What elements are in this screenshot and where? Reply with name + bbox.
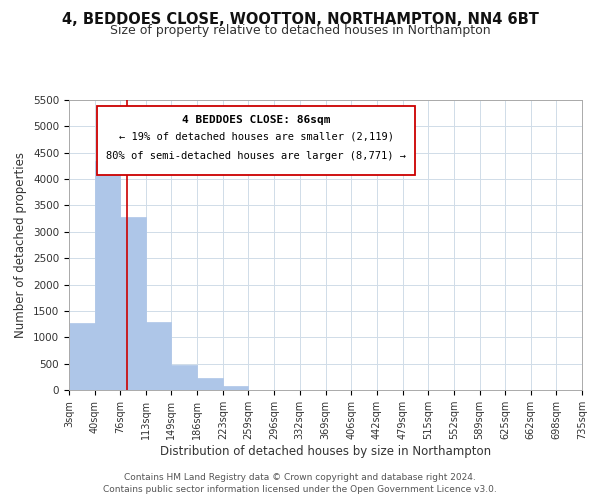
Bar bbox=[69, 323, 95, 390]
Bar bbox=[146, 322, 172, 390]
Y-axis label: Number of detached properties: Number of detached properties bbox=[14, 152, 28, 338]
Text: 4, BEDDOES CLOSE, WOOTTON, NORTHAMPTON, NN4 6BT: 4, BEDDOES CLOSE, WOOTTON, NORTHAMPTON, … bbox=[62, 12, 538, 28]
Bar bbox=[197, 378, 223, 390]
Text: Contains HM Land Registry data © Crown copyright and database right 2024.: Contains HM Land Registry data © Crown c… bbox=[124, 472, 476, 482]
Text: Contains public sector information licensed under the Open Government Licence v3: Contains public sector information licen… bbox=[103, 485, 497, 494]
Bar bbox=[95, 161, 120, 390]
Text: Size of property relative to detached houses in Northampton: Size of property relative to detached ho… bbox=[110, 24, 490, 37]
Bar bbox=[172, 364, 197, 390]
X-axis label: Distribution of detached houses by size in Northampton: Distribution of detached houses by size … bbox=[160, 445, 491, 458]
Text: ← 19% of detached houses are smaller (2,119): ← 19% of detached houses are smaller (2,… bbox=[119, 132, 394, 142]
Bar bbox=[223, 386, 248, 390]
Text: 80% of semi-detached houses are larger (8,771) →: 80% of semi-detached houses are larger (… bbox=[106, 151, 406, 161]
Bar bbox=[120, 216, 146, 390]
Text: 4 BEDDOES CLOSE: 86sqm: 4 BEDDOES CLOSE: 86sqm bbox=[182, 114, 331, 124]
FancyBboxPatch shape bbox=[97, 106, 415, 176]
